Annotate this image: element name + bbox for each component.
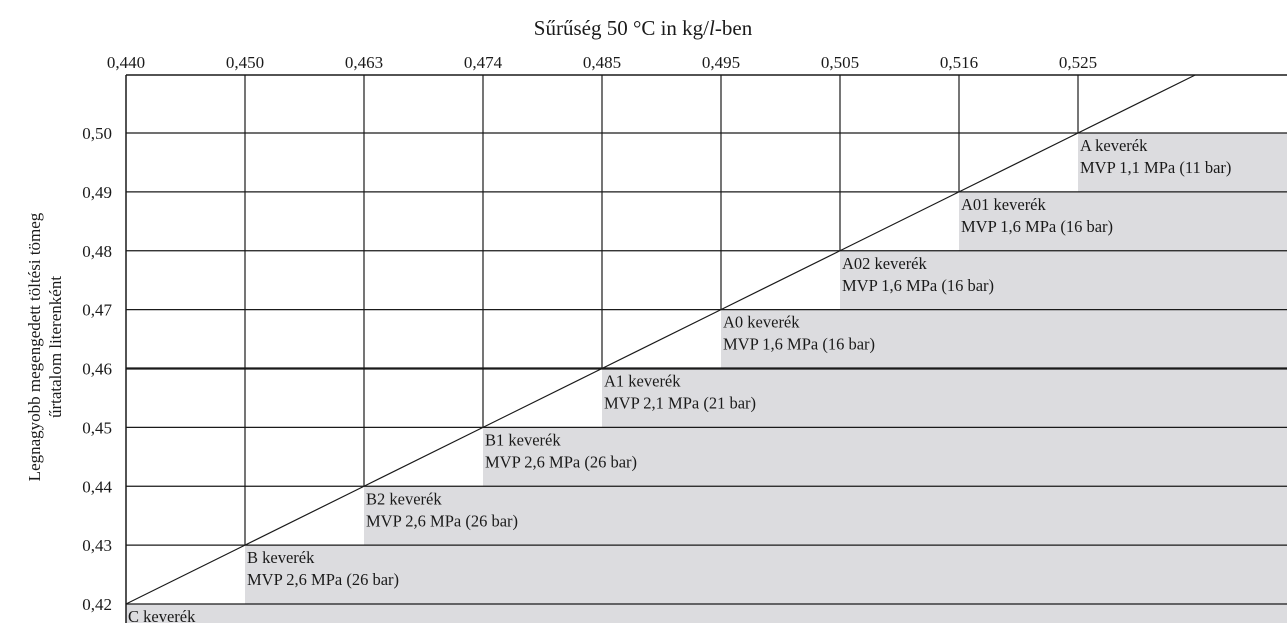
y-tick-labels: 0,50 0,49 0,48 0,47 0,46 0,45 0,44 0,43 0,42 <box>82 124 112 614</box>
region-name-5: B1 keverék <box>485 430 561 449</box>
y-tick-1: 0,49 <box>82 183 112 202</box>
x-tick-0: 0,440 <box>107 53 145 72</box>
region-mvp-0: MVP 1,1 MPa (11 bar) <box>1080 158 1231 177</box>
region-mvp-4: MVP 2,1 MPa (21 bar) <box>604 394 756 413</box>
chart-title: Sűrűség 50 °C in kg/l-ben <box>534 16 753 40</box>
y-axis-label-line-2: űrtatalom literenként <box>46 276 65 418</box>
region-8 <box>126 604 1287 623</box>
y-tick-2: 0,48 <box>82 242 112 261</box>
y-tick-0: 0,50 <box>82 124 112 143</box>
region-mvp-6: MVP 2,6 MPa (26 bar) <box>366 511 518 530</box>
x-tick-labels: 0,440 0,450 0,463 0,474 0,485 0,495 0,505 0,516… <box>107 53 1097 72</box>
y-tick-4: 0,46 <box>82 360 112 379</box>
x-tick-4: 0,485 <box>583 53 621 72</box>
region-mvp-5: MVP 2,6 MPa (26 bar) <box>485 452 637 471</box>
region-mvp-3: MVP 1,6 MPa (16 bar) <box>723 335 875 354</box>
grid-lines <box>125 74 1287 623</box>
x-tick-2: 0,463 <box>345 53 383 72</box>
x-tick-3: 0,474 <box>464 53 503 72</box>
region-labels: A keverék MVP 1,1 MPa (11 bar) A01 keverék… <box>128 136 1231 623</box>
x-tick-1: 0,450 <box>226 53 264 72</box>
region-name-8: C keverék <box>128 607 196 623</box>
region-mvp-7: MVP 2,6 MPa (26 bar) <box>247 570 399 589</box>
region-mvp-2: MVP 1,6 MPa (16 bar) <box>842 276 994 295</box>
boundary-polyline <box>125 74 1196 605</box>
y-tick-3: 0,47 <box>82 301 112 320</box>
region-name-1: A01 keverék <box>961 195 1047 214</box>
x-tick-5: 0,495 <box>702 53 740 72</box>
y-tick-6: 0,44 <box>82 477 112 496</box>
y-axis-label-line-1: Legnagyobb megengedett töltési tömeg <box>25 212 44 481</box>
chart-title-part-3: -ben <box>715 16 753 40</box>
region-name-2: A02 keverék <box>842 254 928 273</box>
x-tick-8: 0,525 <box>1059 53 1097 72</box>
y-tick-8: 0,42 <box>82 595 112 614</box>
y-tick-5: 0,45 <box>82 418 112 437</box>
region-mvp-1: MVP 1,6 MPa (16 bar) <box>961 217 1113 236</box>
region-name-7: B keverék <box>247 548 315 567</box>
chart-title-part-2: l <box>709 16 715 40</box>
region-name-3: A0 keverék <box>723 313 800 332</box>
boundary-line <box>125 74 1196 605</box>
x-tick-6: 0,505 <box>821 53 859 72</box>
y-tick-7: 0,43 <box>82 536 112 555</box>
region-name-0: A keverék <box>1080 136 1148 155</box>
chart-title-part-1: Sűrűség 50 °C in kg/ <box>534 16 709 40</box>
mixture-regions <box>126 133 1287 623</box>
region-name-6: B2 keverék <box>366 489 442 508</box>
x-tick-7: 0,516 <box>940 53 978 72</box>
region-name-4: A1 keverék <box>604 372 681 391</box>
